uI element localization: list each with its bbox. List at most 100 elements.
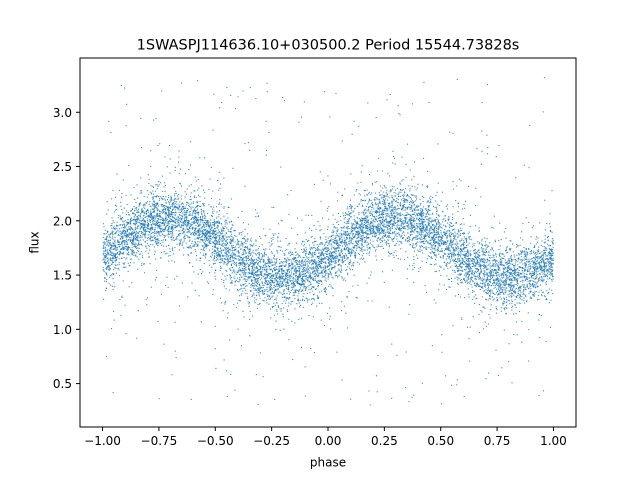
data-point [346, 214, 348, 216]
data-point [353, 227, 355, 229]
data-point [253, 294, 255, 296]
data-point [454, 236, 456, 238]
data-point [291, 262, 293, 264]
data-point [316, 246, 318, 249]
data-point [404, 192, 406, 194]
data-point [260, 274, 262, 276]
data-point [223, 247, 225, 249]
data-point [310, 288, 312, 290]
data-point [361, 205, 364, 207]
data-point [279, 279, 281, 281]
data-point [232, 237, 234, 239]
data-point [369, 225, 371, 227]
data-point [510, 282, 512, 284]
data-point [238, 295, 241, 297]
data-point [418, 226, 420, 228]
data-point [148, 216, 150, 218]
data-point [443, 261, 445, 263]
data-point [542, 258, 544, 260]
data-point [511, 299, 513, 301]
data-point [354, 252, 356, 255]
data-point [239, 266, 241, 268]
data-point [486, 84, 489, 86]
data-point [123, 256, 125, 258]
data-point [318, 243, 320, 245]
data-point [126, 103, 128, 105]
data-point [288, 302, 290, 304]
data-point [531, 294, 534, 296]
data-point [229, 228, 232, 230]
data-point [338, 252, 340, 254]
data-point [447, 218, 449, 220]
data-point [507, 265, 509, 267]
data-point [525, 251, 527, 253]
data-point [195, 206, 198, 208]
data-point [349, 243, 351, 245]
data-point [199, 260, 201, 262]
data-point [171, 218, 173, 220]
data-point [220, 239, 222, 241]
data-point [126, 231, 128, 233]
data-point [430, 246, 432, 248]
data-point [355, 225, 357, 228]
data-point [360, 235, 362, 237]
data-point [111, 262, 114, 264]
data-point [160, 216, 162, 218]
data-point [209, 235, 211, 238]
data-point [195, 196, 197, 198]
data-point [382, 271, 384, 273]
data-point [341, 276, 343, 278]
data-point [430, 244, 432, 246]
data-point [173, 207, 175, 209]
data-point [320, 258, 323, 260]
data-point [320, 280, 322, 282]
data-point [258, 287, 260, 289]
data-point [179, 226, 181, 228]
data-point [534, 277, 536, 279]
data-point [472, 243, 474, 245]
data-point [173, 205, 175, 207]
data-point [480, 196, 482, 198]
data-point [211, 226, 213, 228]
data-point [304, 281, 306, 283]
data-point [207, 244, 209, 246]
data-point [481, 244, 484, 246]
data-point [394, 206, 396, 208]
data-point [191, 228, 193, 230]
data-point [405, 176, 407, 178]
data-point [317, 220, 319, 222]
data-point [177, 197, 179, 199]
data-point [143, 227, 145, 229]
data-point [521, 259, 524, 261]
data-point [379, 217, 381, 219]
data-point [168, 216, 170, 219]
data-point [347, 228, 349, 230]
data-point [321, 275, 323, 277]
data-point [229, 276, 231, 278]
data-point [486, 272, 488, 274]
data-point [446, 230, 448, 232]
data-point [338, 259, 340, 261]
data-point [509, 247, 511, 249]
data-point [435, 256, 437, 258]
data-point [361, 218, 363, 220]
data-point [113, 257, 115, 259]
data-point [397, 205, 399, 207]
data-point [256, 249, 258, 251]
data-point [247, 248, 249, 250]
data-point [247, 298, 249, 300]
data-point [257, 403, 259, 405]
data-point [551, 190, 553, 192]
data-point [269, 261, 271, 263]
data-point [477, 249, 479, 251]
data-point [120, 196, 123, 198]
data-point [247, 238, 249, 240]
data-point [348, 215, 350, 217]
data-point [488, 254, 490, 256]
data-point [288, 269, 290, 271]
data-point [126, 248, 128, 250]
data-point [395, 207, 397, 209]
data-point [146, 196, 148, 198]
data-point [205, 240, 207, 242]
data-point [319, 255, 321, 257]
